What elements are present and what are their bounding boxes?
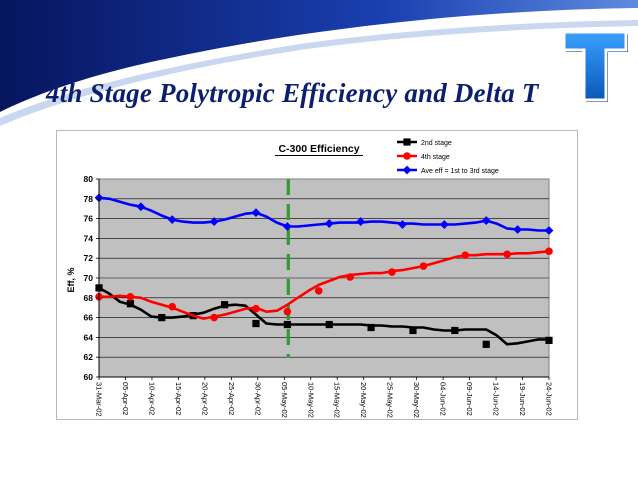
x-tick-label: 04-Jun-02	[439, 382, 448, 416]
data-point	[168, 302, 177, 311]
data-point	[158, 314, 166, 322]
data-point	[481, 216, 491, 225]
series-group	[95, 247, 553, 322]
axes: 60 62 64 66 68 70 72 74 76 78 80 31-Mar-02 05-Apr-02…	[84, 174, 554, 418]
data-point	[439, 220, 449, 229]
x-tick-label: 09-Jun-02	[465, 382, 474, 416]
header-swoosh	[0, 0, 638, 112]
chart-title-underline	[275, 155, 363, 156]
series-group	[94, 193, 554, 235]
legend: 2nd stage 4th stage Ave eff = 1st to 3rd s…	[392, 132, 532, 178]
data-point	[367, 323, 375, 332]
data-point	[403, 152, 411, 160]
data-point	[388, 268, 396, 276]
data-point	[252, 319, 260, 328]
series-line	[98, 286, 549, 346]
y-tick-label: 72	[84, 253, 94, 263]
y-tick-label: 80	[84, 174, 94, 184]
x-tick-label: 31-Mar-02	[95, 382, 104, 417]
y-tick-label: 66	[84, 313, 94, 323]
series-layer	[94, 193, 554, 348]
x-tick-label: 30-May-02	[412, 382, 421, 418]
data-point	[283, 307, 292, 316]
data-point	[503, 250, 511, 259]
data-point	[220, 301, 229, 309]
x-tick-label: 19-Jun-02	[518, 382, 527, 416]
efficiency-line-chart: 60 62 64 66 68 70 72 74 76 78 80 31-Mar-02 05-Apr-02…	[66, 132, 554, 418]
data-point	[136, 202, 146, 212]
x-tick-label: 10-May-02	[306, 382, 315, 418]
y-tick-label: 62	[84, 352, 94, 362]
data-point	[324, 219, 334, 228]
x-tick-label: 30-Apr-02	[253, 382, 262, 415]
data-point	[544, 226, 554, 235]
data-point	[126, 293, 135, 301]
y-tick-label: 74	[84, 233, 94, 243]
chart-frame: 60 62 64 66 68 70 72 74 76 78 80 31-Mar-02 05-Apr-02…	[56, 130, 578, 420]
data-point	[167, 215, 177, 224]
data-point	[346, 273, 354, 281]
data-point	[356, 217, 366, 226]
legend-entry-label: 4th stage	[421, 154, 450, 161]
x-tick-label: 24-Jun-02	[545, 382, 554, 416]
y-tick-label: 70	[84, 273, 94, 283]
data-point	[398, 220, 407, 229]
data-point	[545, 336, 553, 344]
x-tick-label: 25-May-02	[386, 382, 395, 418]
data-point	[210, 313, 218, 322]
x-tick-label: 05-Apr-02	[121, 382, 130, 415]
data-point	[126, 300, 134, 308]
x-tick-label: 14-Jun-02	[492, 382, 501, 416]
x-tick-label: 20-Apr-02	[200, 382, 209, 415]
x-tick-label: 15-May-02	[333, 382, 342, 418]
x-tick-label: 10-Apr-02	[147, 382, 156, 415]
y-tick-label: 64	[84, 332, 94, 342]
y-tick-label: 68	[84, 293, 94, 303]
y-tick-label: 76	[84, 214, 94, 224]
x-tick-label: 15-Apr-02	[174, 382, 183, 415]
data-point	[209, 217, 219, 226]
data-point	[402, 165, 412, 175]
data-point	[282, 222, 292, 231]
x-tick-label: 25-Apr-02	[227, 382, 236, 415]
data-point	[325, 320, 333, 329]
data-point	[513, 225, 523, 234]
company-logo	[562, 30, 628, 102]
y-tick-label: 60	[84, 372, 94, 382]
y-axis-label: Eff, %	[66, 267, 76, 292]
legend-entry-label: 2nd stage	[421, 140, 452, 147]
data-point	[252, 304, 260, 313]
legend-entry-label: Ave eff = 1st to 3rd stage	[421, 168, 499, 175]
x-tick-label: 20-May-02	[359, 382, 368, 418]
data-point	[283, 320, 291, 329]
chart-title: C-300 Efficiency	[278, 143, 359, 155]
slide-title: 4th Stage Polytropic Efficiency and Delt…	[46, 78, 539, 108]
data-point	[409, 326, 417, 335]
data-point	[419, 262, 428, 270]
data-point	[482, 340, 490, 348]
data-point	[461, 251, 470, 260]
data-point	[403, 138, 411, 146]
data-point	[545, 247, 553, 256]
x-tick-label: 05-May-02	[280, 382, 289, 418]
gridlines	[99, 198, 549, 358]
y-tick-label: 78	[84, 194, 94, 204]
data-point	[314, 287, 323, 295]
data-point	[451, 326, 459, 335]
